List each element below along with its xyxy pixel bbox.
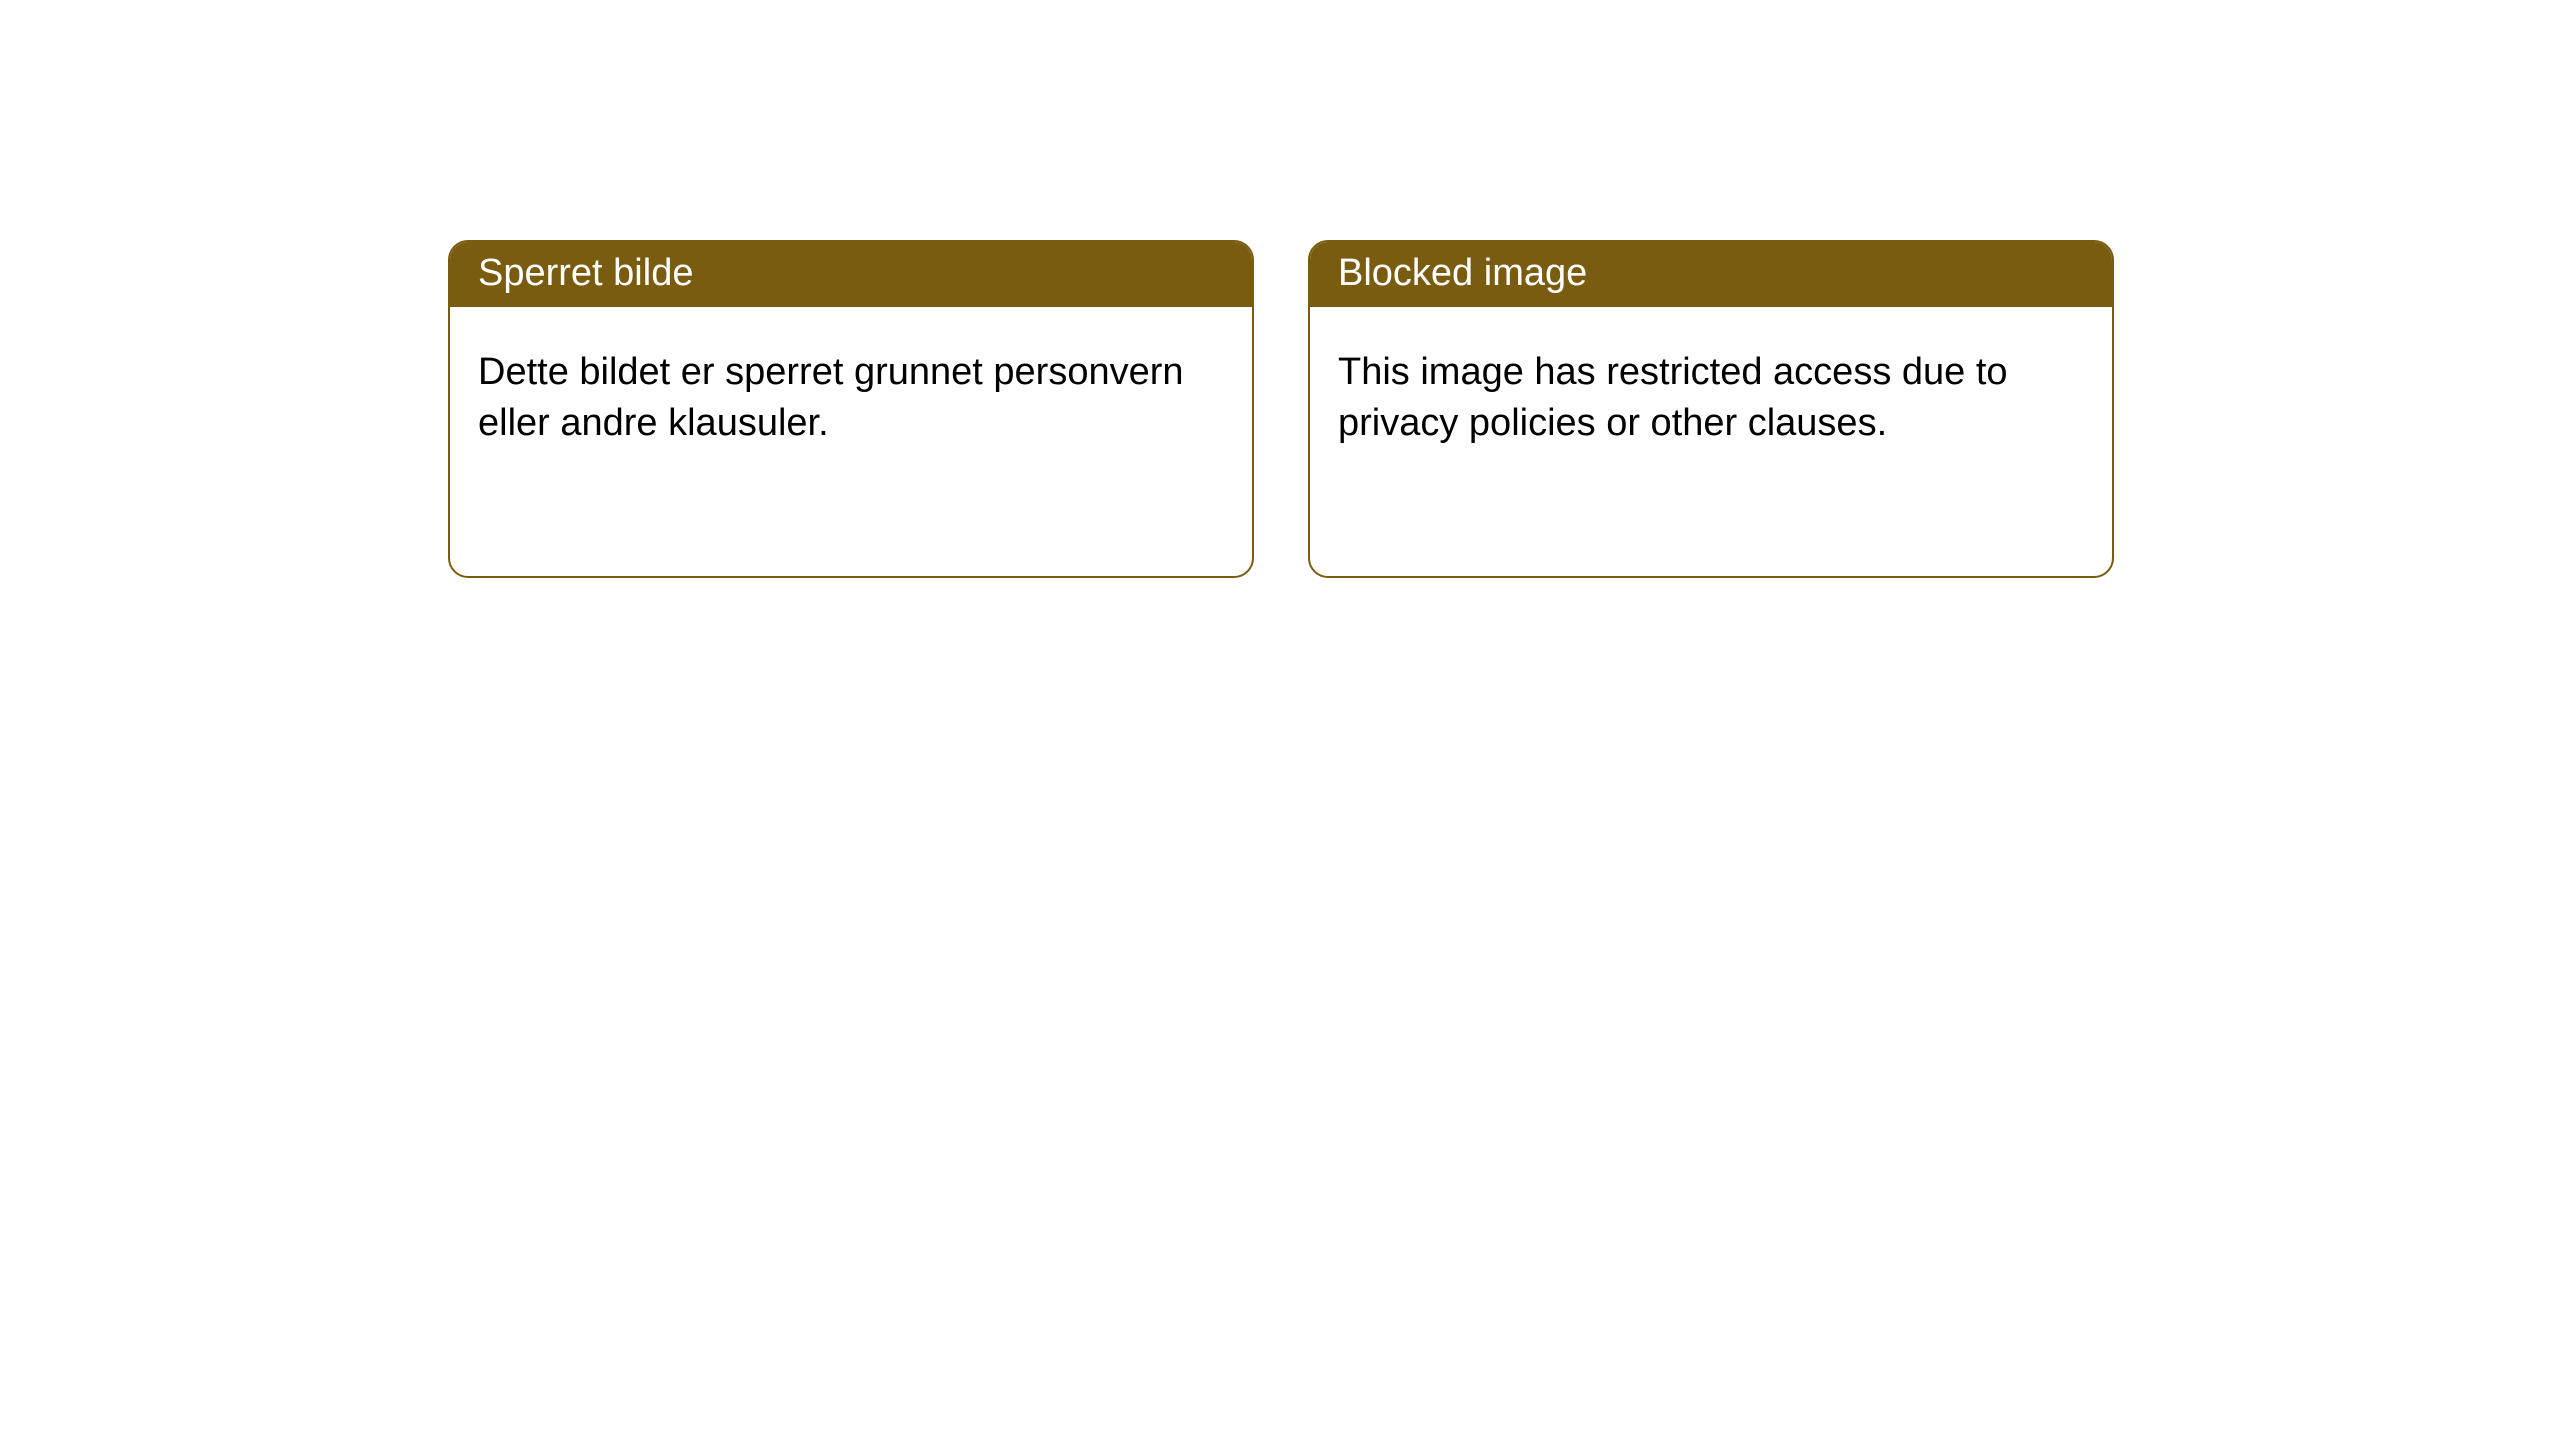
notice-box-en: Blocked image This image has restricted … [1308, 240, 2114, 578]
notice-box-no: Sperret bilde Dette bildet er sperret gr… [448, 240, 1254, 578]
notice-text: This image has restricted access due to … [1338, 351, 2008, 444]
notice-title: Sperret bilde [478, 252, 693, 294]
notice-container: Sperret bilde Dette bildet er sperret gr… [0, 0, 2560, 578]
notice-body-en: This image has restricted access due to … [1310, 307, 2112, 478]
notice-header-no: Sperret bilde [450, 242, 1252, 307]
notice-text: Dette bildet er sperret grunnet personve… [478, 351, 1184, 444]
notice-header-en: Blocked image [1310, 242, 2112, 307]
notice-body-no: Dette bildet er sperret grunnet personve… [450, 307, 1252, 478]
notice-title: Blocked image [1338, 252, 1587, 294]
